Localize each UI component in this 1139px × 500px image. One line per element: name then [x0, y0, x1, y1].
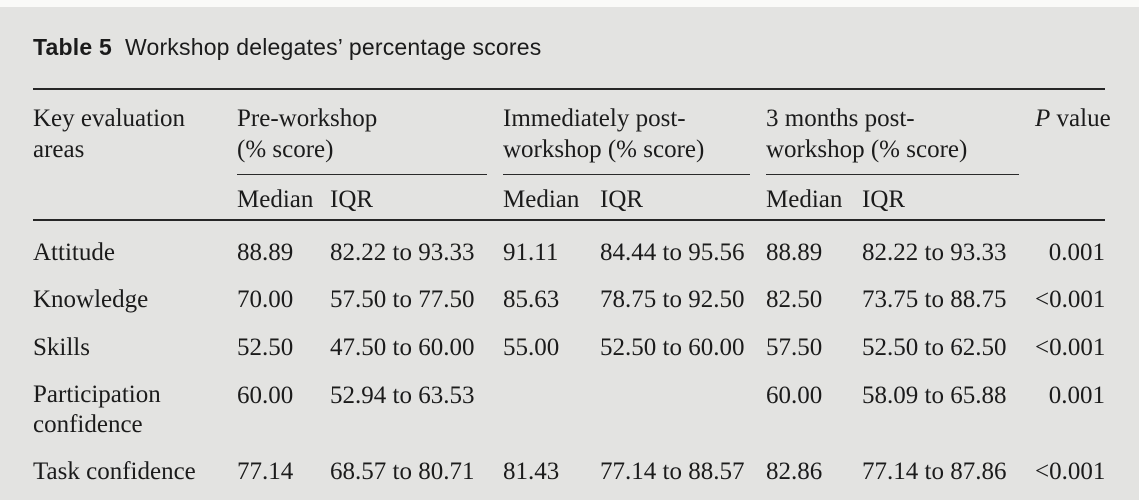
cell-3m-iqr: 77.14 to 87.86 [862, 458, 1007, 485]
table-title-text: Workshop delegates’ percentage scores [124, 34, 542, 60]
cell-p-value: <0.001 [1035, 334, 1106, 361]
table-row-attitude: Attitude 88.89 82.22 to 93.33 91.11 84.4… [33, 220, 1105, 268]
cell-area: Participation confidence [33, 381, 161, 438]
cell-pre-median: 70.00 [237, 286, 294, 313]
table-row-knowledge: Knowledge 70.00 57.50 to 77.50 85.63 78.… [33, 268, 1105, 316]
header-pre-iqr: IQR [330, 175, 503, 221]
header-p-value: P value [1035, 88, 1111, 221]
cell-area: Skills [33, 334, 90, 361]
table-header: Key evaluation areas Pre-workshop (% sco… [33, 88, 1111, 221]
cell-3m-median: 82.86 [766, 458, 823, 485]
cell-post-median: 85.63 [503, 286, 560, 313]
header-group-3-months-post: 3 months post-workshop (% score) [766, 88, 1035, 176]
header-3m-median: Median [766, 175, 862, 221]
cell-pre-iqr: 57.50 to 77.50 [330, 286, 475, 313]
cell-pre-median: 60.00 [237, 382, 294, 409]
page-top-margin [0, 0, 1139, 7]
table-row-participation-confidence: Participation confidence 60.00 52.94 to … [33, 364, 1105, 440]
cell-3m-iqr: 82.22 to 93.33 [862, 239, 1007, 266]
cell-post-iqr: 78.75 to 92.50 [600, 286, 745, 313]
cell-pre-iqr: 52.94 to 63.53 [330, 382, 475, 409]
header-group-pre-workshop: Pre-workshop (% score) [237, 88, 503, 176]
header-pre-median: Median [237, 175, 330, 221]
cell-pre-median: 77.14 [237, 458, 294, 485]
table-row-skills: Skills 52.50 47.50 to 60.00 55.00 52.50 … [33, 316, 1105, 364]
cell-p-value: <0.001 [1035, 286, 1106, 313]
cell-post-median: 55.00 [503, 334, 560, 361]
cell-3m-median: 57.50 [766, 334, 823, 361]
header-3m-iqr: IQR [862, 175, 1035, 221]
cell-p-value: <0.001 [1035, 458, 1106, 485]
header-post-median: Median [503, 175, 600, 221]
cell-3m-iqr: 52.50 to 62.50 [862, 334, 1007, 361]
table-row-task-confidence: Task confidence 77.14 68.57 to 80.71 81.… [33, 440, 1105, 500]
table-number-label: Table 5 [33, 34, 112, 60]
cell-pre-iqr: 82.22 to 93.33 [330, 239, 475, 266]
cell-post-median [503, 364, 600, 440]
p-symbol: P [1035, 105, 1051, 132]
group-header-row: Key evaluation areas Pre-workshop (% sco… [33, 88, 1111, 221]
cell-3m-iqr: 58.09 to 65.88 [862, 382, 1007, 409]
cell-3m-iqr: 73.75 to 88.75 [862, 286, 1007, 313]
cell-area: Attitude [33, 239, 115, 266]
scores-table: Key evaluation areas Pre-workshop (% sco… [33, 88, 1111, 500]
cell-area: Task confidence [33, 458, 196, 485]
cell-post-iqr: 84.44 to 95.56 [600, 239, 745, 266]
cell-post-iqr: 77.14 to 88.57 [600, 458, 745, 485]
cell-pre-median: 88.89 [237, 239, 294, 266]
cell-3m-median: 88.89 [766, 239, 823, 266]
cell-post-iqr [600, 364, 766, 440]
cell-3m-median: 82.50 [766, 286, 823, 313]
cell-post-median: 91.11 [503, 239, 559, 266]
header-key-evaluation-areas: Key evaluation areas [33, 88, 237, 221]
cell-pre-iqr: 68.57 to 80.71 [330, 458, 475, 485]
cell-pre-median: 52.50 [237, 334, 294, 361]
cell-area: Knowledge [33, 286, 149, 313]
cell-p-value: 0.001 [1048, 239, 1105, 266]
cell-post-iqr: 52.50 to 60.00 [600, 334, 745, 361]
cell-p-value: 0.001 [1048, 382, 1105, 409]
header-post-iqr: IQR [600, 175, 766, 221]
cell-post-median: 81.43 [503, 458, 560, 485]
sub-header-row: Median IQR Median IQR Median IQR [33, 175, 1105, 221]
cell-3m-median: 60.00 [766, 382, 823, 409]
table-body: Attitude 88.89 82.22 to 93.33 91.11 84.4… [33, 220, 1105, 500]
header-group-immediately-post: Immediately post-workshop (% score) [503, 88, 766, 176]
cell-pre-iqr: 47.50 to 60.00 [330, 334, 475, 361]
table-caption: Table 5 Workshop delegates’ percentage sc… [33, 34, 541, 61]
